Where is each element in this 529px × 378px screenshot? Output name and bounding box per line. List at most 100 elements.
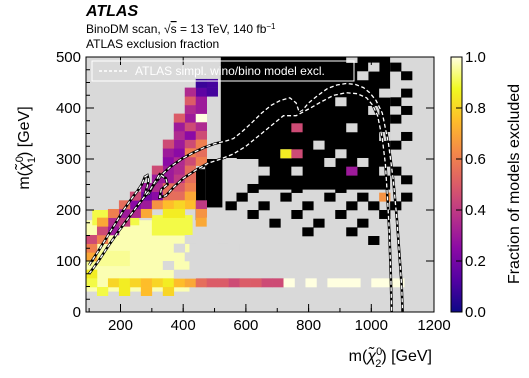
heatmap-cell <box>173 182 186 192</box>
heatmap-cell <box>390 166 402 176</box>
heatmap-cell <box>184 269 197 279</box>
heatmap-cell <box>258 201 270 211</box>
heatmap-cell <box>86 269 98 279</box>
heatmap-cell <box>195 156 208 166</box>
heatmap-cell <box>173 122 186 132</box>
heatmap-cell <box>280 192 292 202</box>
heatmap-cell <box>206 87 218 97</box>
heatmap-cell <box>151 191 164 201</box>
colorbar-ticks: 0.0 0.2 0.4 0.6 0.8 1.0 <box>456 49 486 321</box>
heatmap-cell <box>327 278 339 288</box>
heatmap-cell <box>195 278 208 288</box>
y-tick-label: 400 <box>56 100 81 117</box>
heatmap-cell <box>118 287 131 296</box>
heatmap-cell <box>140 287 153 296</box>
colorbar-tick-label: 0.2 <box>465 253 486 270</box>
heatmap-cell <box>184 130 197 140</box>
heatmap-cell <box>184 165 197 175</box>
heatmap-cell <box>173 148 186 158</box>
heatmap-cell <box>96 226 109 236</box>
heatmap-cell <box>346 227 358 237</box>
heatmap-cell <box>335 97 347 107</box>
legend-frame <box>91 60 355 82</box>
heatmap-cell <box>184 156 197 166</box>
heatmap-cell <box>313 218 325 228</box>
heatmap-cell <box>140 278 153 288</box>
heatmap-cell <box>96 234 109 244</box>
heatmap-cell <box>118 278 131 288</box>
heatmap-cell <box>357 192 369 202</box>
heatmap-cell <box>195 78 208 88</box>
heatmap-cell <box>140 200 153 210</box>
heatmap-cell <box>247 183 259 193</box>
region-3 <box>151 215 193 236</box>
heatmap-cell <box>195 113 208 123</box>
heatmap-plot-area: 200 400 600 800 1000 1200 0 100 200 300 400 500 <box>56 49 451 334</box>
heatmap-cell <box>162 208 175 218</box>
heatmap-cell <box>195 200 208 210</box>
heatmap-cell <box>269 218 281 228</box>
heatmap-cell <box>173 200 186 210</box>
heatmap-cell <box>291 166 303 176</box>
heatmap-cell <box>162 261 175 270</box>
heatmap-cell <box>195 139 208 149</box>
heatmap-cell <box>195 96 208 106</box>
heatmap-cell <box>195 122 208 132</box>
x-tick-label: 400 <box>171 317 196 334</box>
heatmap-cell <box>291 123 303 133</box>
heatmap-cell <box>291 210 303 219</box>
heatmap-cell <box>184 122 197 132</box>
heatmap-cell <box>280 149 292 159</box>
scan-description: BinoDM scan, √s = 13 TeV, 140 fb−1 <box>86 22 276 37</box>
heatmap-cell <box>107 208 120 218</box>
heatmap-cell <box>195 87 208 97</box>
excluded-region-2 <box>205 159 223 208</box>
heatmap-cell <box>162 148 175 158</box>
heatmap-cell <box>217 234 229 244</box>
heatmap-cell <box>390 62 402 72</box>
heatmap-cell <box>173 139 186 149</box>
heatmap-cell <box>401 131 413 141</box>
heatmap-cell <box>173 113 186 123</box>
heatmap-cell <box>390 140 402 150</box>
heatmap-cell <box>184 191 197 201</box>
heatmap-cell <box>206 278 218 288</box>
heatmap-cell <box>173 174 186 184</box>
heatmap-cell <box>206 217 218 227</box>
contour-lower-line <box>88 92 393 312</box>
heatmap-cell <box>335 149 347 159</box>
legend: ATLAS simpl. wino/bino model excl. <box>91 60 355 82</box>
heatmap-cell <box>86 243 98 253</box>
heatmap-cell <box>151 165 164 175</box>
heatmap-cell <box>291 149 303 159</box>
experiment-label: ATLAS <box>85 3 138 20</box>
heatmap-cell <box>346 166 358 176</box>
heatmap-cell <box>401 105 413 115</box>
y-tick-label: 0 <box>73 304 81 321</box>
heatmap-cell <box>140 208 153 218</box>
heatmap-cell <box>173 191 186 201</box>
heatmap-cell <box>228 278 240 288</box>
heatmap-cell <box>368 201 380 211</box>
heatmap-cell <box>324 157 336 167</box>
exclusion-subtitle: ATLAS exclusion fraction <box>86 37 219 51</box>
heatmap-cell <box>184 234 197 244</box>
heatmap-cell <box>371 278 383 288</box>
heatmap-cell <box>162 287 175 296</box>
heatmap-cell <box>107 217 120 227</box>
heatmap-cell <box>368 62 380 72</box>
heatmap-cell <box>162 156 175 166</box>
heatmap-cell <box>184 252 197 262</box>
heatmap-cell <box>129 200 142 210</box>
heatmap-cell <box>173 130 186 140</box>
heatmap-cell <box>401 175 413 185</box>
contour-upper-line <box>88 82 404 312</box>
colorbar-gradient <box>450 56 463 313</box>
heatmap-cell <box>239 278 251 288</box>
heatmap-cell <box>368 236 380 245</box>
heatmap-cell <box>151 200 164 210</box>
heatmap-cell <box>184 113 197 123</box>
heatmap-cell <box>86 278 98 288</box>
heatmap-cell <box>86 234 98 244</box>
